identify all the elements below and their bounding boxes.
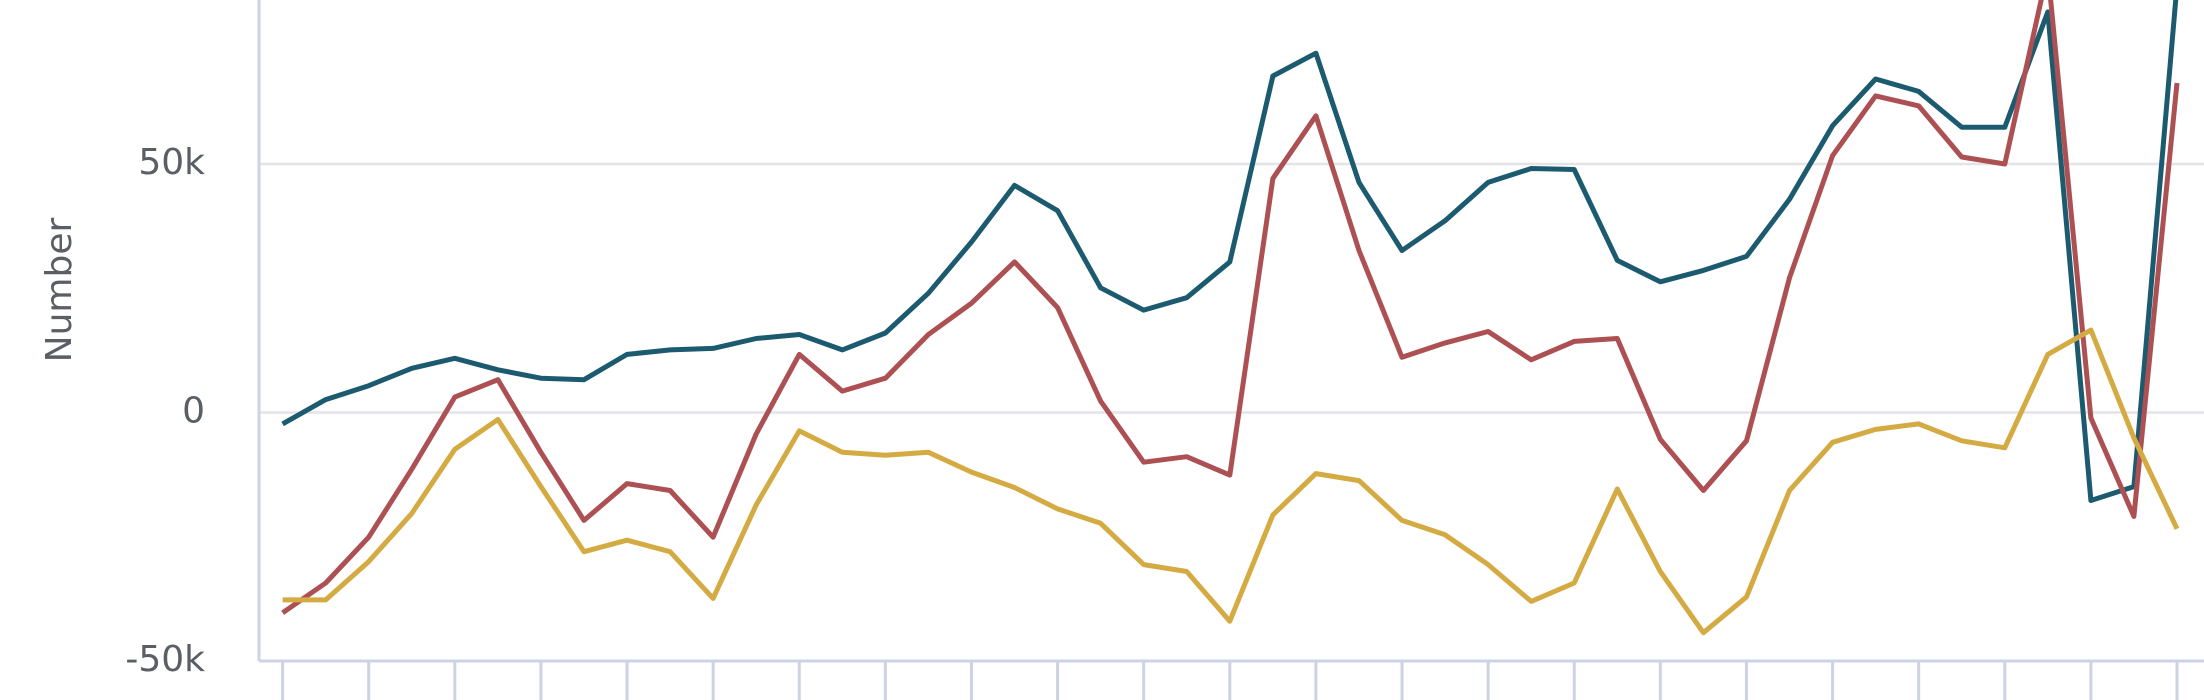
y-tick-label: 0 [182, 391, 205, 432]
y-axis-label: Number [39, 217, 80, 362]
y-tick-label: -50k [125, 639, 205, 680]
series-line [281, 0, 2180, 615]
series-line [282, 327, 2180, 636]
series-line [281, 0, 2179, 503]
plot-area [281, 0, 2180, 636]
y-tick-label: 50k [138, 142, 205, 183]
